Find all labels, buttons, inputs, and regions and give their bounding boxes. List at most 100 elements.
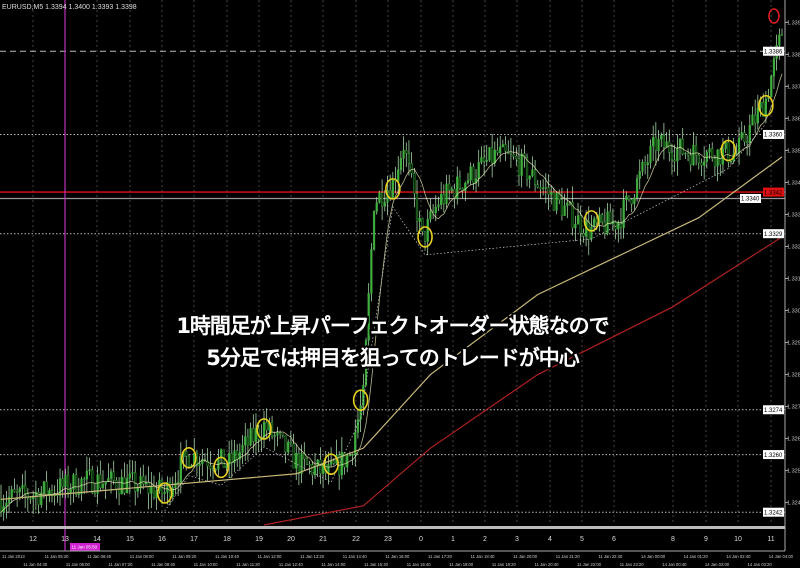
candle bbox=[152, 485, 156, 498]
candle bbox=[764, 98, 767, 117]
candle bbox=[327, 464, 330, 474]
candle bbox=[206, 460, 209, 467]
candle bbox=[493, 149, 496, 164]
candle bbox=[109, 471, 113, 479]
candle bbox=[128, 473, 131, 479]
candle bbox=[16, 491, 19, 493]
candle bbox=[236, 450, 239, 460]
candle bbox=[676, 147, 679, 162]
candle bbox=[359, 405, 362, 420]
candle bbox=[748, 125, 751, 144]
price-tick-label: 1.3285 bbox=[787, 373, 800, 379]
hour-label: 16 bbox=[158, 536, 166, 543]
hour-label: 10 bbox=[734, 536, 742, 543]
candle bbox=[364, 340, 368, 386]
price-level-label: 1.3342 bbox=[764, 190, 783, 196]
price-level-tag bbox=[740, 193, 761, 203]
candle bbox=[340, 452, 343, 476]
price-level-label: 1.3386 bbox=[764, 49, 783, 55]
candle bbox=[80, 478, 83, 495]
price-tick-label: 1.3305 bbox=[787, 309, 800, 315]
price-level-label: 1.3260 bbox=[764, 453, 783, 459]
candle bbox=[558, 192, 561, 201]
candle bbox=[348, 454, 352, 457]
candle bbox=[24, 484, 27, 494]
candle bbox=[319, 459, 322, 474]
candle bbox=[469, 166, 472, 181]
candle bbox=[646, 162, 649, 166]
candle bbox=[652, 137, 655, 147]
candle bbox=[0, 499, 3, 513]
price-level-tag bbox=[763, 46, 784, 56]
candle bbox=[772, 58, 776, 77]
candle bbox=[64, 475, 67, 488]
hour-label: 20 bbox=[287, 536, 295, 543]
candle bbox=[746, 141, 749, 144]
pullback-marker-circle bbox=[156, 482, 173, 504]
candle bbox=[686, 153, 690, 156]
candle bbox=[230, 453, 233, 464]
candle bbox=[174, 482, 177, 488]
candle bbox=[37, 492, 40, 505]
candle bbox=[209, 465, 212, 469]
time-label: 11 Jan 07:20 bbox=[109, 562, 134, 567]
price-tick-label: 1.3395 bbox=[787, 20, 800, 26]
candle bbox=[383, 202, 386, 207]
candle bbox=[187, 456, 190, 467]
pullback-marker-circle bbox=[583, 210, 600, 232]
price-tick-label: 1.3375 bbox=[787, 84, 800, 90]
candle bbox=[166, 481, 169, 493]
candle bbox=[458, 176, 462, 189]
candle bbox=[66, 475, 70, 493]
candle bbox=[635, 178, 639, 198]
candle bbox=[464, 182, 467, 192]
candle bbox=[61, 478, 64, 488]
time-label: 14 Jan 00:40 bbox=[662, 562, 687, 567]
candle bbox=[370, 249, 373, 294]
time-label: 11 Jan 17:20 bbox=[428, 554, 453, 559]
candle bbox=[276, 432, 279, 436]
candle bbox=[689, 154, 692, 166]
price-level-tag bbox=[763, 405, 784, 415]
candle bbox=[126, 478, 129, 494]
time-label: 11 Jan 20:40 bbox=[535, 562, 560, 567]
hour-label: 22 bbox=[352, 536, 360, 543]
candle bbox=[641, 162, 644, 172]
candle bbox=[668, 141, 671, 153]
candle bbox=[252, 428, 255, 442]
time-label: 11 Jan 13:20 bbox=[300, 554, 325, 559]
time-label: 11 Jan 21:20 bbox=[556, 554, 581, 559]
overlay-caption-line1: 1時間足が上昇パーフェクトオーダー状態なので bbox=[176, 314, 609, 338]
candle bbox=[740, 132, 743, 139]
time-label: 11 Jan 16:00 bbox=[385, 554, 410, 559]
price-tick-label: 1.3295 bbox=[787, 341, 800, 347]
candle bbox=[284, 435, 287, 453]
time-label: 11 Jan 06:40 bbox=[87, 554, 112, 559]
price-tick-label: 1.3385 bbox=[787, 52, 800, 58]
candle bbox=[654, 137, 657, 151]
price-level-label: 1.3242 bbox=[764, 510, 783, 516]
cursor-time-label: 11 Jan 05:50 bbox=[72, 545, 98, 550]
price-tick-label: 1.3245 bbox=[787, 501, 800, 507]
candle bbox=[399, 158, 402, 170]
hour-label: 11 bbox=[767, 536, 774, 543]
candle bbox=[751, 114, 754, 126]
candle bbox=[362, 384, 365, 406]
subwindow-separator bbox=[0, 526, 785, 529]
pullback-marker-circle bbox=[181, 446, 197, 469]
time-label: 11 Jan 22:00 bbox=[577, 562, 602, 567]
candle bbox=[593, 218, 596, 227]
candle bbox=[311, 464, 314, 476]
candle bbox=[330, 460, 333, 465]
price-tick-label: 1.3275 bbox=[787, 405, 800, 411]
candle bbox=[662, 135, 666, 148]
candle bbox=[265, 422, 268, 431]
time-label: 11 Jan 04:40 bbox=[23, 562, 48, 567]
candle bbox=[550, 192, 553, 195]
candle bbox=[421, 218, 424, 232]
candle bbox=[254, 428, 258, 442]
time-label: 11 Jan 08:00 bbox=[130, 554, 155, 559]
candle bbox=[536, 184, 539, 188]
